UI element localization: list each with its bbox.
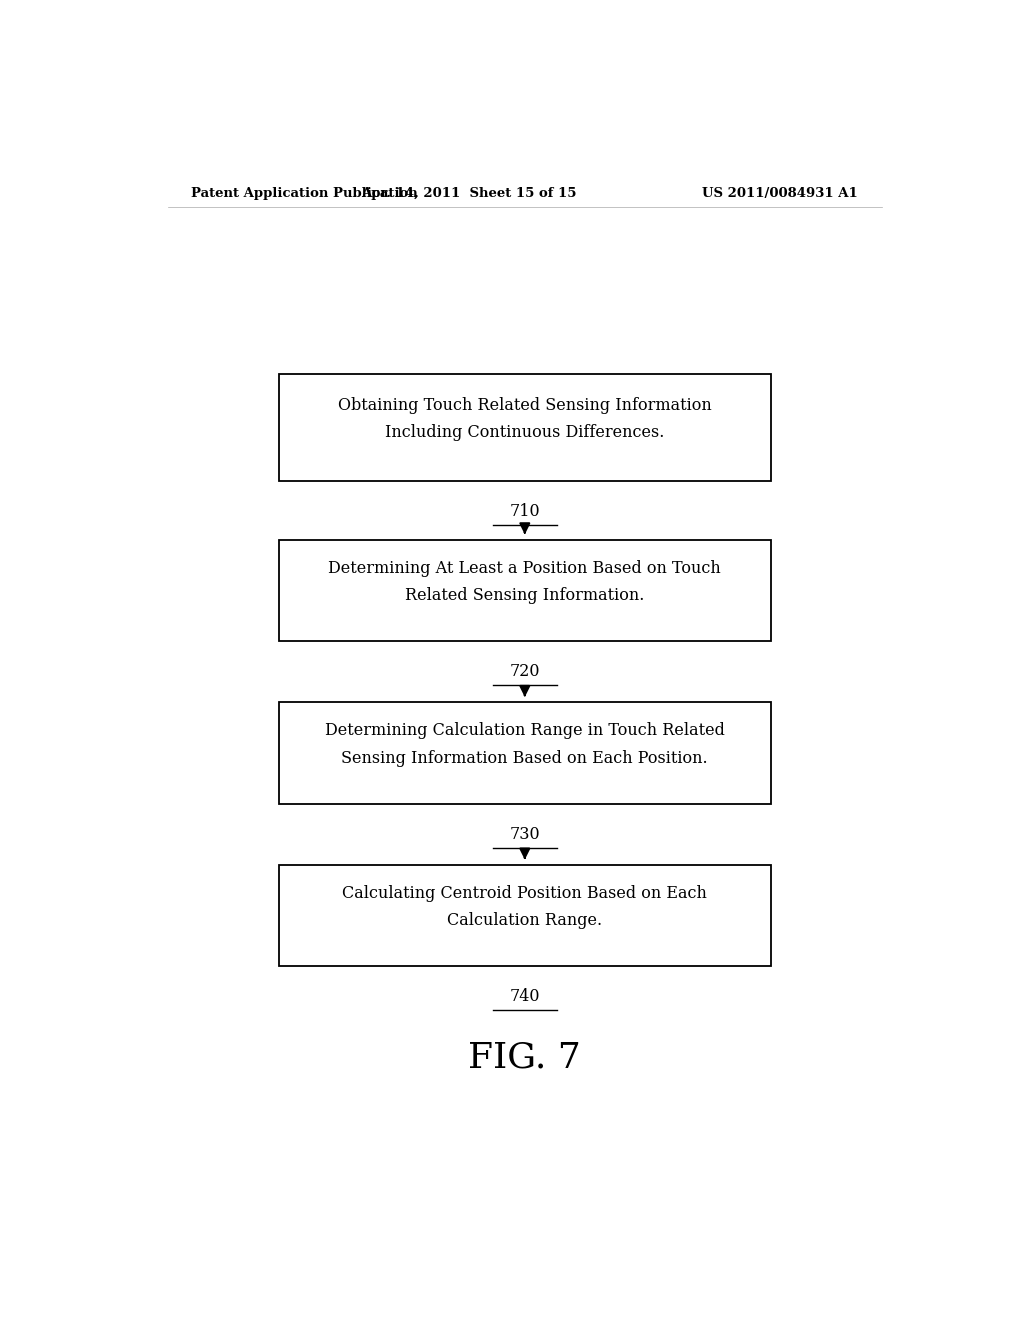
Text: Calculating Centroid Position Based on Each: Calculating Centroid Position Based on E… <box>342 884 708 902</box>
FancyBboxPatch shape <box>279 702 771 804</box>
FancyBboxPatch shape <box>279 865 771 966</box>
Text: 730: 730 <box>510 826 540 842</box>
Text: FIG. 7: FIG. 7 <box>468 1041 582 1074</box>
Text: Determining Calculation Range in Touch Related: Determining Calculation Range in Touch R… <box>325 722 725 739</box>
Text: Obtaining Touch Related Sensing Information: Obtaining Touch Related Sensing Informat… <box>338 397 712 414</box>
Text: Including Continuous Differences.: Including Continuous Differences. <box>385 424 665 441</box>
Text: Apr. 14, 2011  Sheet 15 of 15: Apr. 14, 2011 Sheet 15 of 15 <box>361 187 577 201</box>
Text: Calculation Range.: Calculation Range. <box>447 912 602 929</box>
Text: 740: 740 <box>510 989 540 1006</box>
Text: Related Sensing Information.: Related Sensing Information. <box>406 587 644 605</box>
FancyBboxPatch shape <box>279 540 771 642</box>
Text: Sensing Information Based on Each Position.: Sensing Information Based on Each Positi… <box>341 750 709 767</box>
Text: Patent Application Publication: Patent Application Publication <box>191 187 418 201</box>
Text: US 2011/0084931 A1: US 2011/0084931 A1 <box>702 187 858 201</box>
FancyBboxPatch shape <box>279 375 771 480</box>
Text: 720: 720 <box>510 663 540 680</box>
Text: 710: 710 <box>510 503 540 520</box>
Text: Determining At Least a Position Based on Touch: Determining At Least a Position Based on… <box>329 560 721 577</box>
